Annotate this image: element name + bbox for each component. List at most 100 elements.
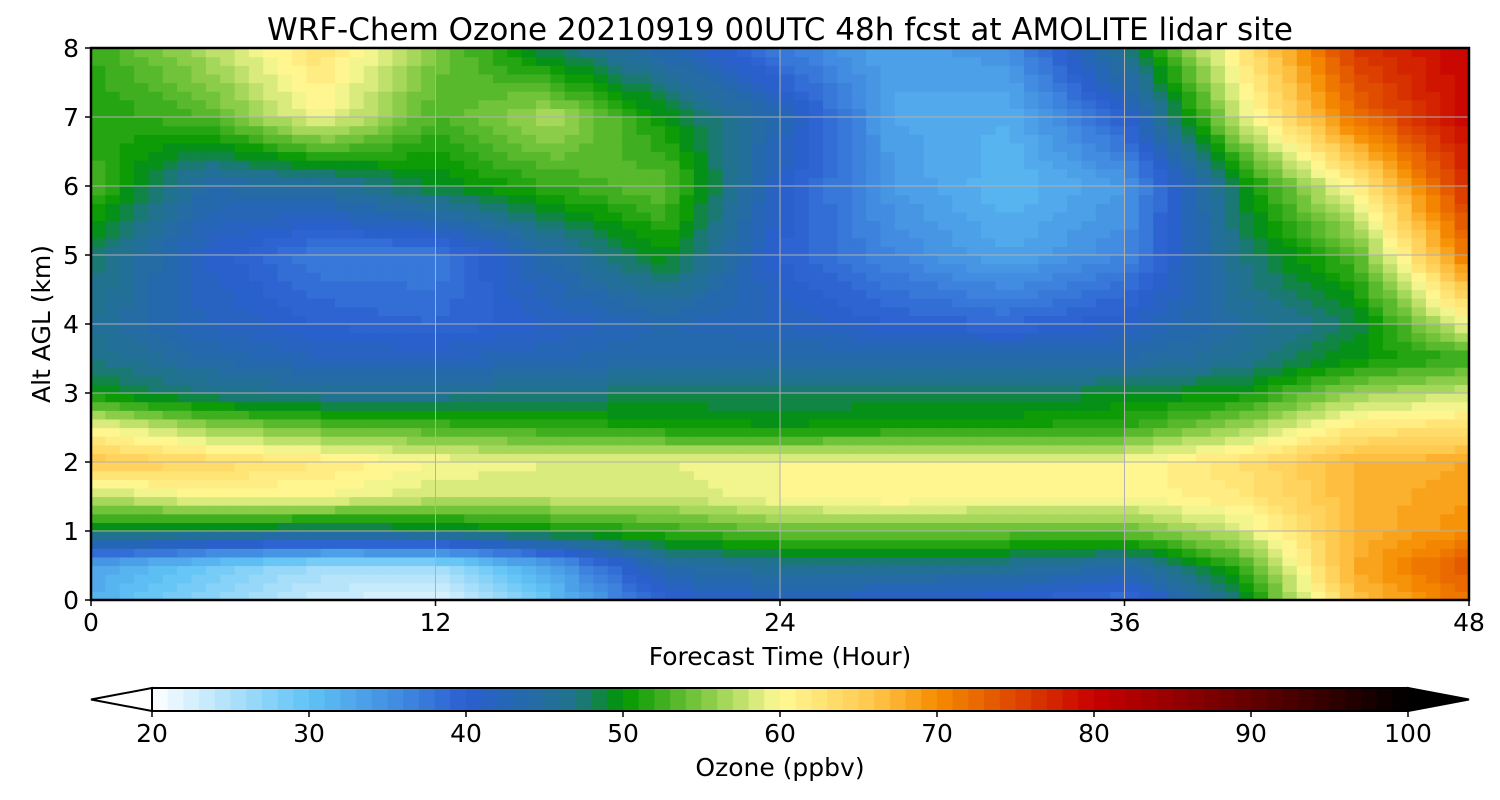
- heatmap-cell: [1052, 418, 1068, 429]
- heatmap-cell: [622, 384, 638, 394]
- heatmap-cell: [1024, 591, 1039, 601]
- heatmap-cell: [291, 565, 307, 575]
- heatmap-cell: [263, 410, 279, 420]
- heatmap-cell: [679, 565, 695, 575]
- heatmap-cell: [650, 375, 666, 385]
- heatmap-cell: [722, 341, 738, 351]
- heatmap-cell: [277, 522, 293, 532]
- heatmap-cell: [492, 565, 508, 575]
- heatmap-cell: [406, 470, 422, 480]
- heatmap-cell: [952, 418, 968, 429]
- heatmap-cell: [808, 151, 824, 161]
- heatmap-cell: [363, 591, 379, 601]
- heatmap-cell: [464, 349, 480, 360]
- heatmap-cell: [291, 418, 307, 429]
- heatmap-cell: [335, 375, 350, 385]
- heatmap-cell: [521, 177, 537, 187]
- heatmap-cell: [363, 505, 379, 515]
- heatmap-cell: [148, 298, 164, 308]
- heatmap-cell: [923, 349, 939, 360]
- heatmap-cell: [880, 367, 896, 377]
- heatmap-cell: [894, 177, 910, 187]
- heatmap-cell: [909, 479, 925, 489]
- heatmap-cell: [1052, 556, 1068, 567]
- heatmap-cell: [1138, 324, 1154, 334]
- heatmap-cell: [693, 496, 709, 506]
- heatmap-cell: [1124, 384, 1140, 394]
- heatmap-cell: [306, 565, 322, 575]
- heatmap-cell: [923, 384, 939, 394]
- heatmap-cell: [1124, 574, 1140, 584]
- heatmap-cell: [177, 298, 193, 308]
- heatmap-cell: [937, 237, 953, 247]
- heatmap-cell: [378, 341, 394, 351]
- heatmap-cell: [1354, 444, 1370, 454]
- heatmap-cell: [464, 539, 480, 549]
- heatmap-cell: [880, 151, 896, 161]
- heatmap-cell: [1397, 487, 1413, 498]
- heatmap-cell: [435, 280, 451, 291]
- heatmap-cell: [378, 246, 394, 256]
- heatmap-cell: [162, 462, 178, 472]
- heatmap-cell: [1024, 332, 1039, 342]
- heatmap-cell: [91, 565, 106, 575]
- heatmap-cell: [478, 263, 494, 273]
- heatmap-cell: [148, 487, 164, 498]
- heatmap-cell: [1253, 211, 1269, 222]
- heatmap-cell: [636, 203, 652, 213]
- heatmap-cell: [148, 332, 164, 342]
- heatmap-cell: [492, 186, 508, 196]
- heatmap-cell: [1081, 177, 1097, 187]
- heatmap-cell: [1454, 168, 1470, 178]
- heatmap-cell: [1224, 505, 1240, 515]
- heatmap-cell: [492, 556, 508, 567]
- heatmap-cell: [1411, 306, 1427, 316]
- heatmap-cell: [1052, 255, 1068, 265]
- heatmap-cell: [1110, 194, 1126, 204]
- heatmap-cell: [162, 220, 178, 230]
- heatmap-cell: [191, 479, 207, 489]
- heatmap-cell: [1311, 375, 1327, 385]
- heatmap-cell: [1411, 332, 1427, 342]
- heatmap-cell: [894, 220, 910, 230]
- heatmap-cell: [105, 470, 121, 480]
- heatmap-cell: [1354, 548, 1370, 558]
- heatmap-cell: [550, 160, 566, 170]
- heatmap-cell: [119, 436, 135, 446]
- heatmap-cell: [1138, 246, 1154, 256]
- heatmap-cell: [1296, 410, 1312, 420]
- heatmap-cell: [808, 332, 824, 342]
- heatmap-cell: [1339, 211, 1355, 222]
- heatmap-cell: [1282, 487, 1298, 498]
- heatmap-cell: [650, 255, 666, 265]
- heatmap-cell: [823, 203, 839, 213]
- heatmap-cell: [1397, 298, 1413, 308]
- heatmap-cell: [550, 306, 566, 316]
- heatmap-cell: [966, 220, 982, 230]
- heatmap-cell: [708, 418, 724, 429]
- heatmap-cell: [1095, 401, 1111, 411]
- heatmap-cell: [320, 582, 336, 592]
- heatmap-cell: [220, 539, 236, 549]
- heatmap-cell: [392, 341, 408, 351]
- heatmap-cell: [177, 151, 193, 161]
- heatmap-cell: [937, 332, 953, 342]
- heatmap-cell: [277, 375, 293, 385]
- heatmap-cell: [564, 513, 580, 523]
- heatmap-cell: [622, 229, 638, 239]
- heatmap-cell: [220, 186, 236, 196]
- heatmap-cell: [1397, 401, 1413, 411]
- heatmap-cell: [995, 574, 1011, 584]
- heatmap-cell: [105, 289, 121, 299]
- heatmap-cell: [291, 358, 307, 368]
- heatmap-cell: [1268, 384, 1283, 394]
- heatmap-cell: [1038, 237, 1054, 247]
- heatmap-cell: [1124, 436, 1140, 446]
- heatmap-cell: [406, 574, 422, 584]
- heatmap-cell: [406, 280, 422, 291]
- heatmap-cell: [550, 522, 566, 532]
- heatmap-cell: [335, 505, 350, 515]
- heatmap-cell: [1067, 341, 1083, 351]
- heatmap-cell: [277, 289, 293, 299]
- heatmap-cell: [837, 565, 853, 575]
